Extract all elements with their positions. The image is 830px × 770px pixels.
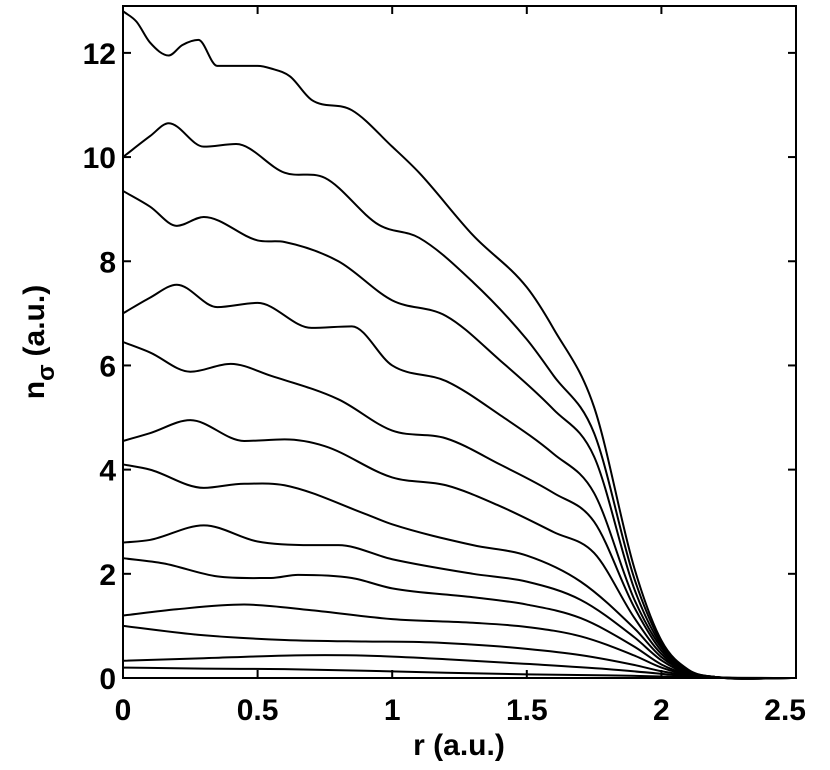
x-tick-label: 1 [384,694,401,727]
series-line-9 [122,341,797,680]
y-tick-label: 8 [99,246,116,279]
series-line-5 [122,557,797,680]
y-axis-label-subscript: σ [33,364,60,380]
series-line-6 [122,524,797,680]
y-axis-label: nσ (a.u.) [18,285,60,399]
plot-frame [122,5,797,679]
plot-area [122,5,797,680]
series-line-13 [122,10,797,680]
y-tick-label: 12 [83,38,116,71]
y-tick-label: 0 [99,663,116,696]
x-tick-label: 0 [115,694,132,727]
series-line-10 [122,283,797,680]
y-tick-label: 2 [99,559,116,592]
series-curves [122,10,797,680]
y-tick-label: 6 [99,350,116,383]
y-tick-label: 10 [83,142,116,175]
x-tick-label: 2 [653,694,670,727]
x-axis-label: r (a.u.) [413,729,505,762]
series-line-8 [122,419,797,680]
x-tick-label: 0.5 [237,694,279,727]
y-axis-tick-labels: 0 2 4 6 8 10 12 [83,38,117,696]
y-axis-label-suffix: (a.u.) [18,285,51,357]
x-axis-tick-labels: 0 0.5 1 1.5 2 2.5 [115,694,806,727]
x-tick-label: 2.5 [764,694,806,727]
y-tick-label: 4 [99,455,116,488]
y-axis-label-main: n [18,381,51,399]
x-tick-label: 1.5 [506,694,548,727]
